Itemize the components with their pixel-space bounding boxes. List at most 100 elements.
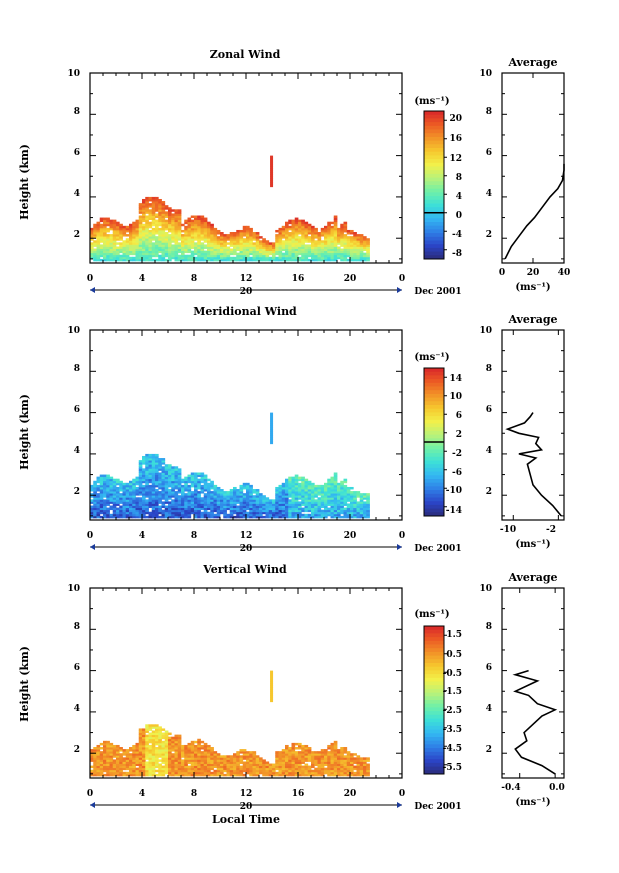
heatmap-cell (363, 495, 367, 498)
heatmap-cell (164, 221, 169, 225)
heatmap-cell (99, 232, 104, 235)
heatmap-cell (129, 250, 133, 254)
heatmap-cell (145, 460, 149, 463)
heatmap-cell (350, 501, 354, 504)
heatmap-cell (109, 742, 114, 746)
heatmap-cell (187, 486, 192, 490)
heatmap-cell (187, 493, 192, 496)
heatmap-cell (99, 759, 104, 762)
heatmap-cell (116, 744, 120, 748)
heatmap-cell (158, 732, 162, 736)
heatmap-cell (129, 242, 133, 245)
heatmap-cell (350, 773, 354, 777)
heatmap-cell (161, 491, 166, 494)
heatmap-cell (359, 238, 364, 241)
heatmap-cell (197, 229, 201, 233)
heatmap-cell (291, 478, 296, 482)
colorbar-segment (424, 766, 444, 771)
heatmap-cell (330, 229, 335, 233)
heatmap-cell (337, 489, 341, 492)
heatmap-cell (285, 495, 289, 498)
heatmap-cell (275, 773, 279, 777)
heatmap-cell (252, 244, 257, 247)
heatmap-cell (158, 246, 162, 249)
heatmap-cell (119, 507, 123, 511)
heatmap-cell (135, 254, 140, 258)
heatmap-cell (187, 513, 192, 517)
heatmap-cell (213, 773, 218, 777)
heatmap-cell (359, 507, 364, 511)
heatmap-cell (301, 219, 305, 223)
heatmap-cell (346, 252, 351, 256)
heatmap-cell (236, 751, 240, 754)
heatmap-cell (236, 513, 240, 517)
heatmap-cell (184, 495, 188, 498)
heatmap-cell (168, 234, 172, 237)
heatmap-cell (194, 744, 198, 748)
heatmap-cell (304, 232, 309, 235)
heatmap-cell (320, 765, 325, 769)
heatmap-cell (333, 757, 338, 760)
heatmap-cell (307, 258, 312, 262)
heatmap-cell (343, 495, 348, 498)
x-tick-label: 20 (344, 789, 357, 799)
heatmap-cell (184, 771, 188, 775)
heatmap-cell (330, 234, 335, 237)
heatmap-cell (158, 478, 162, 482)
heatmap-cell (216, 501, 221, 504)
heatmap-cell (281, 491, 286, 494)
colorbar-tick-label: -6 (452, 468, 462, 478)
heatmap-cell (151, 757, 156, 760)
heatmap-cell (155, 761, 159, 764)
heatmap-cell (181, 254, 185, 258)
heatmap-cell (252, 501, 257, 504)
heatmap-cell (317, 234, 322, 237)
heatmap-cell (171, 238, 175, 241)
heatmap-cell (161, 205, 166, 208)
heatmap-cell (252, 256, 257, 260)
heatmap-cell (103, 515, 107, 519)
colorbar-segment (424, 497, 444, 502)
heatmap-cell (164, 244, 169, 247)
heatmap-cell (324, 229, 328, 233)
heatmap-cell (161, 497, 166, 500)
heatmap-cell (99, 753, 104, 756)
x-tick-label: 16 (292, 789, 305, 799)
heatmap-cell (93, 480, 97, 484)
profile-line (512, 669, 558, 775)
heatmap-cell (129, 505, 133, 509)
heatmap-cell (311, 482, 315, 486)
heatmap-cell (226, 501, 231, 504)
heatmap-cell (236, 771, 240, 775)
heatmap-cell (138, 501, 143, 504)
heatmap-cell (324, 232, 328, 235)
heatmap-cell (93, 497, 97, 500)
heatmap-cell (161, 476, 166, 480)
heatmap-cell (171, 256, 175, 260)
heatmap-cell (96, 759, 101, 762)
heatmap-cell (129, 238, 133, 241)
heatmap-cell (301, 501, 305, 504)
heatmap-cell (138, 749, 143, 752)
heatmap-cell (158, 236, 162, 239)
heatmap-cell (270, 174, 274, 177)
heatmap-cell (103, 761, 107, 764)
heatmap-cell (203, 474, 208, 478)
heatmap-cell (330, 493, 335, 496)
heatmap-cell (255, 771, 260, 775)
heatmap-cell (265, 765, 270, 769)
heatmap-cell (164, 207, 169, 210)
heatmap-cell (223, 248, 227, 252)
heatmap-cell (291, 486, 296, 490)
heatmap-cell (213, 513, 218, 517)
heatmap-cell (239, 484, 244, 488)
heatmap-cell (122, 513, 127, 517)
heatmap-cell (103, 484, 107, 488)
colorbar-segment (424, 177, 444, 182)
heatmap-cell (106, 250, 110, 254)
heatmap-cell (184, 238, 188, 241)
heatmap-cell (203, 246, 208, 249)
heatmap-cell (223, 240, 227, 243)
heatmap-cell (327, 773, 331, 777)
heatmap-cell (184, 229, 188, 233)
